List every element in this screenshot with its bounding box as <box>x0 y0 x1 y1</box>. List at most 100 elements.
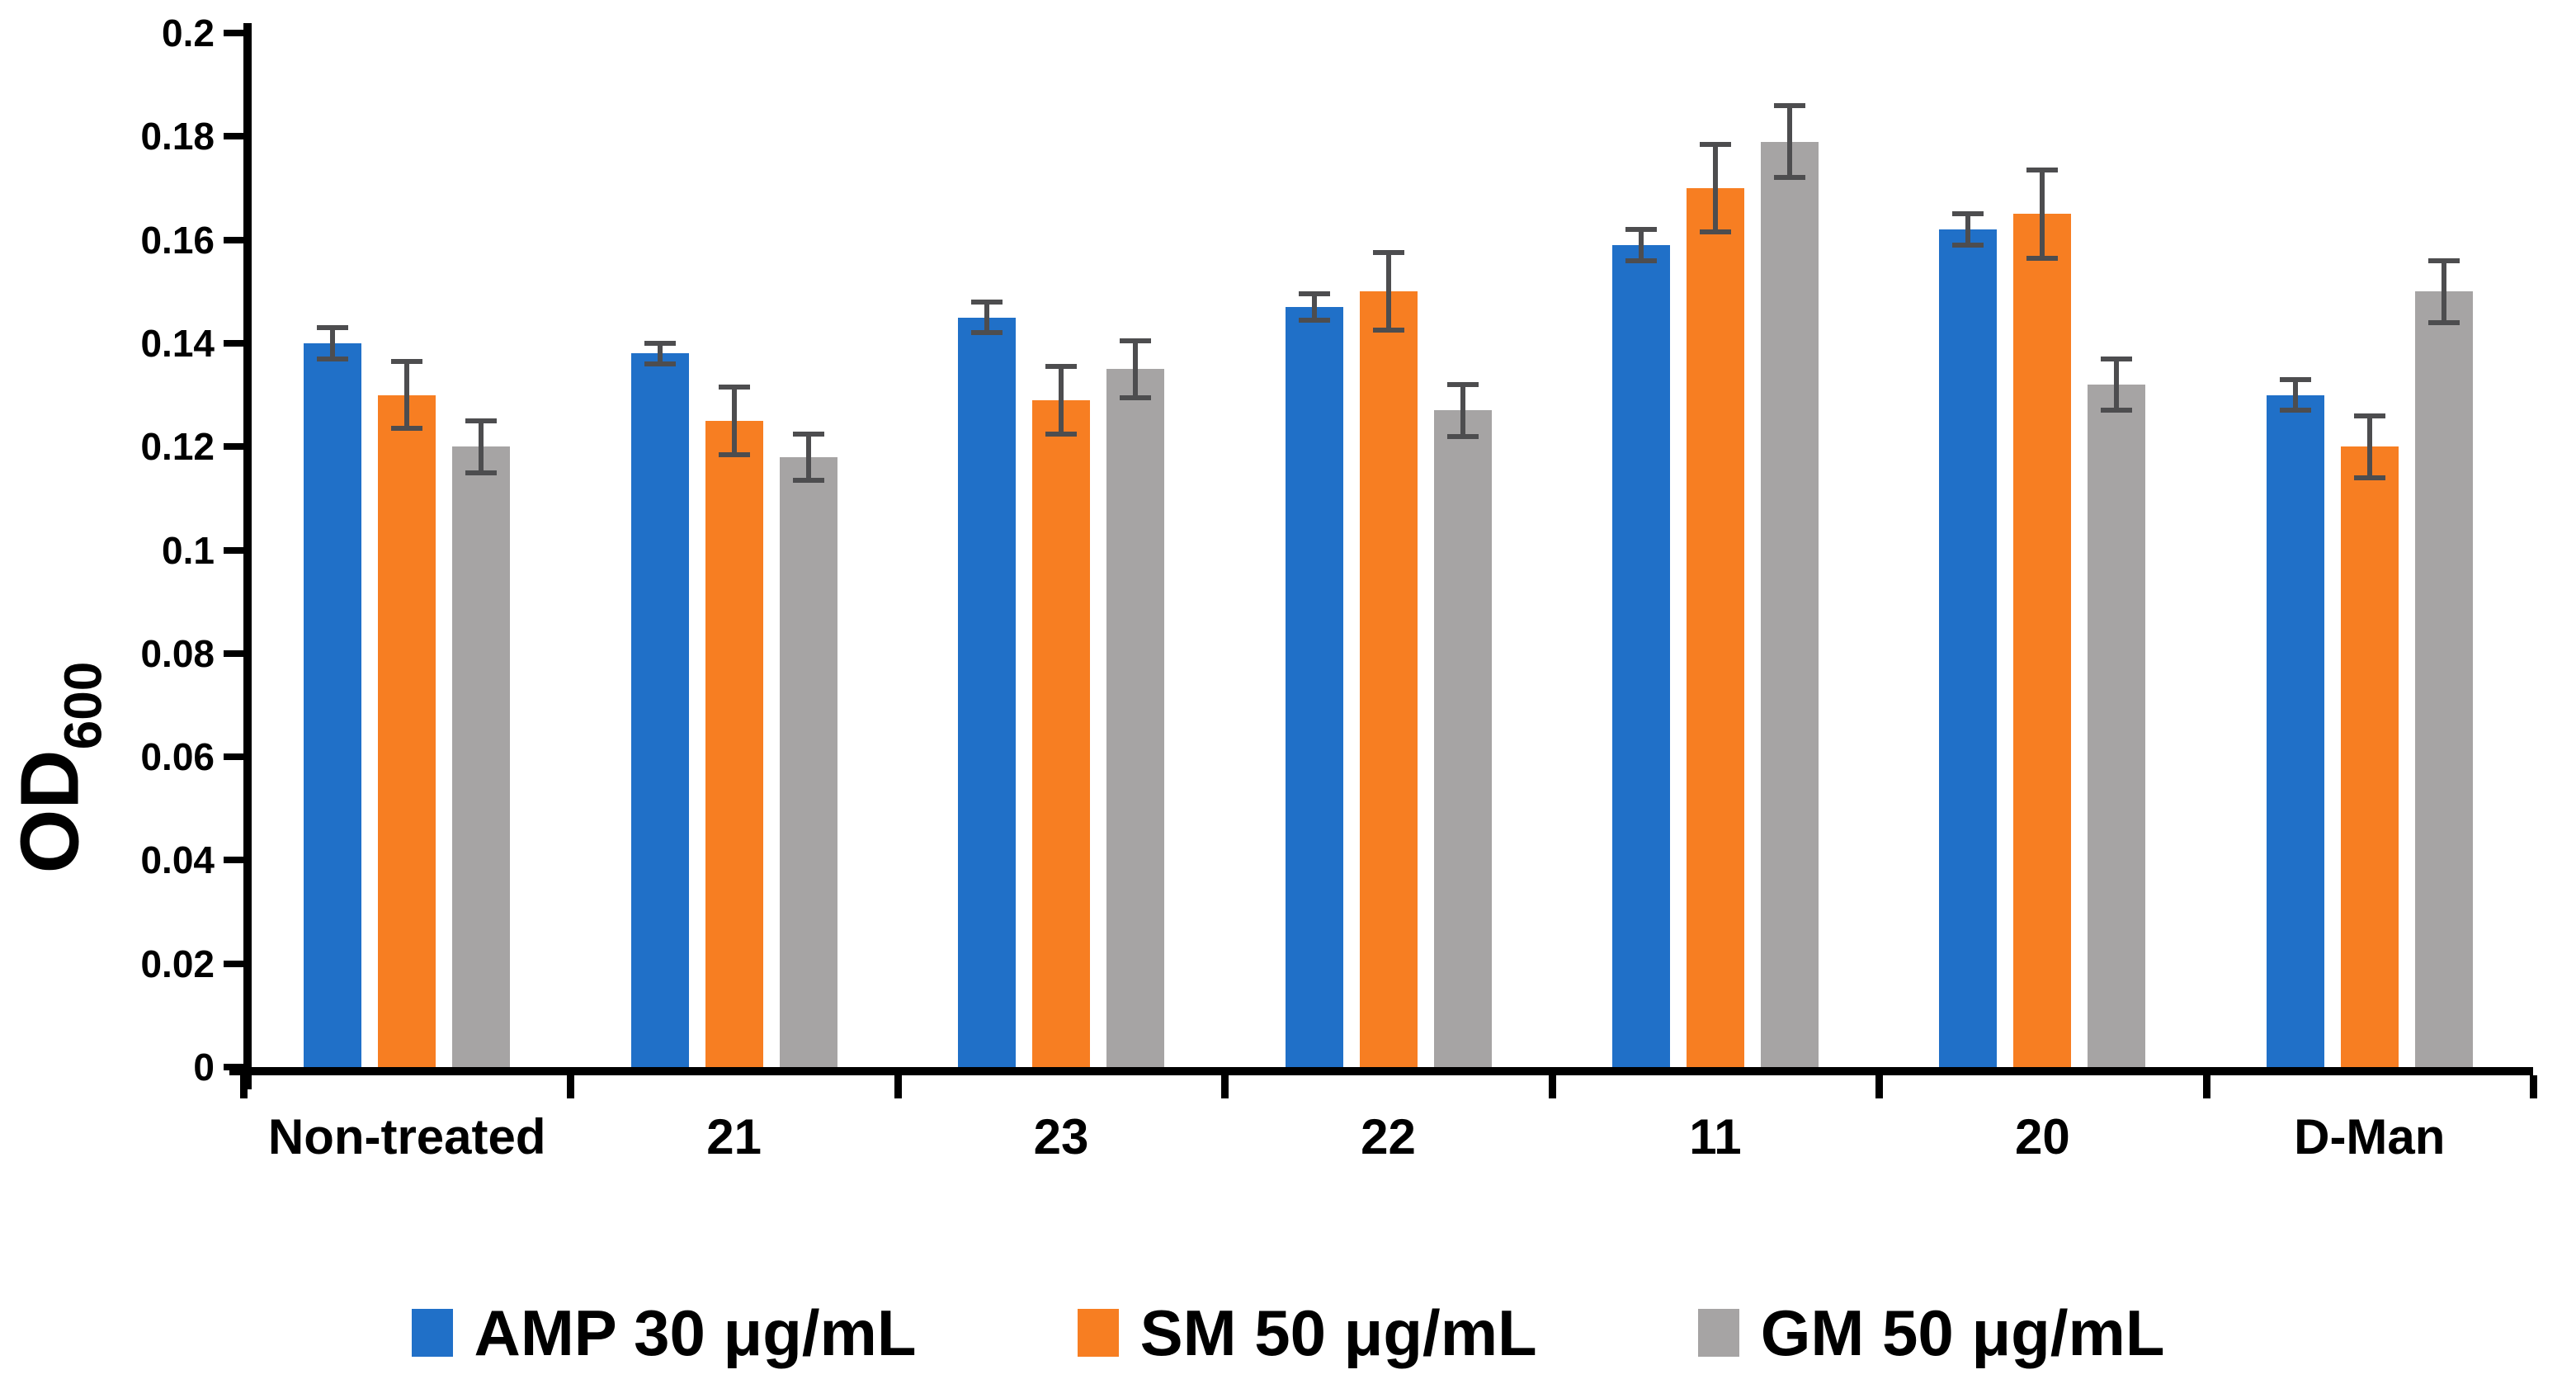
legend-item: SM 50 μg/mL <box>1077 1296 1537 1369</box>
bar <box>2088 385 2146 1067</box>
error-bar-cap <box>1446 433 1479 439</box>
error-bar-line <box>2366 415 2372 478</box>
y-tick-label: 0.06 <box>140 735 215 779</box>
x-tick-mark <box>1221 1075 1229 1098</box>
bar <box>452 446 511 1067</box>
error-bar-cap <box>2101 408 2133 413</box>
error-bar-line <box>1059 366 1064 434</box>
legend-label: AMP 30 μg/mL <box>474 1296 917 1369</box>
error-bar-cap <box>2026 168 2059 173</box>
y-tick-label: 0.08 <box>140 631 215 675</box>
error-bar-cap <box>1952 211 1984 217</box>
error-bar-cap <box>391 358 423 364</box>
x-tick-mark <box>2530 1075 2537 1098</box>
bar <box>1939 229 1998 1067</box>
error-bar-cap <box>1298 291 1330 297</box>
legend-label: GM 50 μg/mL <box>1760 1296 2165 1369</box>
error-bar-line <box>1133 340 1139 398</box>
error-bar-cap <box>1625 257 1657 263</box>
error-bar-line <box>479 420 484 473</box>
x-tick-label: 11 <box>1689 1109 1742 1164</box>
error-bar-cap <box>644 340 676 346</box>
error-bar-cap <box>2353 475 2385 480</box>
error-bar-cap <box>1045 364 1078 370</box>
x-tick-label: Non-treated <box>267 1109 546 1164</box>
y-tick-label: 0.2 <box>162 12 215 54</box>
error-bar-cap <box>2353 413 2385 418</box>
bar <box>2340 446 2399 1067</box>
y-axis-title-subscript: 600 <box>53 661 112 750</box>
bar <box>1285 307 1343 1067</box>
error-bar-cap <box>1952 242 1984 248</box>
y-tick-mark <box>224 133 243 140</box>
error-bar-cap <box>2279 376 2311 382</box>
error-bar-cap <box>1120 338 1152 343</box>
legend: AMP 30 μg/mL SM 50 μg/mL GM 50 μg/mL <box>0 1287 2576 1378</box>
bar <box>958 317 1017 1067</box>
y-tick-label: 0 <box>193 1046 215 1089</box>
error-bar-line <box>1460 385 1465 437</box>
legend-swatch-icon <box>1077 1309 1119 1357</box>
legend-label: SM 50 μg/mL <box>1139 1296 1537 1369</box>
error-bar-cap <box>465 418 498 423</box>
error-bar-cap <box>1446 382 1479 388</box>
bar <box>2414 291 2473 1067</box>
error-bar-cap <box>1372 328 1404 333</box>
bar <box>304 342 362 1067</box>
bar <box>2013 214 2072 1067</box>
error-bar-cap <box>718 385 750 390</box>
x-tick-label: 23 <box>1033 1109 1089 1164</box>
bar <box>1760 141 1819 1067</box>
error-bar-line <box>1786 105 1792 178</box>
bar <box>1359 291 1418 1067</box>
error-bar-cap <box>1120 394 1152 400</box>
y-tick-mark <box>224 753 243 761</box>
bar <box>630 353 689 1067</box>
error-bar-cap <box>1773 102 1805 108</box>
error-bar-cap <box>465 470 498 475</box>
error-bar-cap <box>1372 250 1404 256</box>
error-bar-cap <box>2101 356 2133 361</box>
y-axis-line <box>243 23 252 1089</box>
error-bar-cap <box>1699 229 1731 235</box>
x-tick-mark <box>567 1075 575 1098</box>
bar <box>1032 399 1091 1067</box>
y-tick-mark <box>224 236 243 243</box>
x-tick-label: D-Man <box>2294 1109 2446 1164</box>
x-tick-mark <box>894 1075 902 1098</box>
bar <box>779 456 837 1067</box>
error-bar-cap <box>718 451 750 457</box>
error-bar-line <box>2114 358 2120 411</box>
error-bar-line <box>404 361 410 429</box>
y-tick-label: 0.02 <box>140 942 215 985</box>
legend-swatch-icon <box>411 1309 453 1357</box>
x-tick-mark <box>2202 1075 2210 1098</box>
error-bar-line <box>805 433 811 480</box>
error-bar-line <box>1965 214 1971 245</box>
error-bar-line <box>984 301 990 333</box>
bar <box>1433 410 1492 1067</box>
y-tick-label: 0.1 <box>162 528 215 572</box>
error-bar-cap <box>2279 408 2311 413</box>
y-tick-label: 0.18 <box>140 115 215 158</box>
legend-item: GM 50 μg/mL <box>1697 1296 2165 1369</box>
error-bar-cap <box>2427 319 2460 325</box>
y-tick-mark <box>224 1064 243 1070</box>
error-bar-cap <box>317 325 349 331</box>
y-tick-mark <box>224 857 243 864</box>
x-axis-line <box>229 1067 2533 1075</box>
legend-item: AMP 30 μg/mL <box>411 1296 917 1369</box>
y-tick-mark <box>224 960 243 967</box>
bar <box>1686 187 1744 1067</box>
y-tick-mark <box>224 30 243 36</box>
error-bar-cap <box>1699 141 1731 147</box>
error-bar-cap <box>317 356 349 361</box>
error-bar-line <box>1712 144 1718 233</box>
error-bar-cap <box>971 330 1003 336</box>
bar <box>378 394 436 1067</box>
x-tick-mark <box>1875 1075 1884 1098</box>
bar <box>2266 394 2324 1067</box>
error-bar-cap <box>1045 431 1078 437</box>
error-bar-cap <box>1298 317 1330 323</box>
error-bar-cap <box>792 477 824 483</box>
